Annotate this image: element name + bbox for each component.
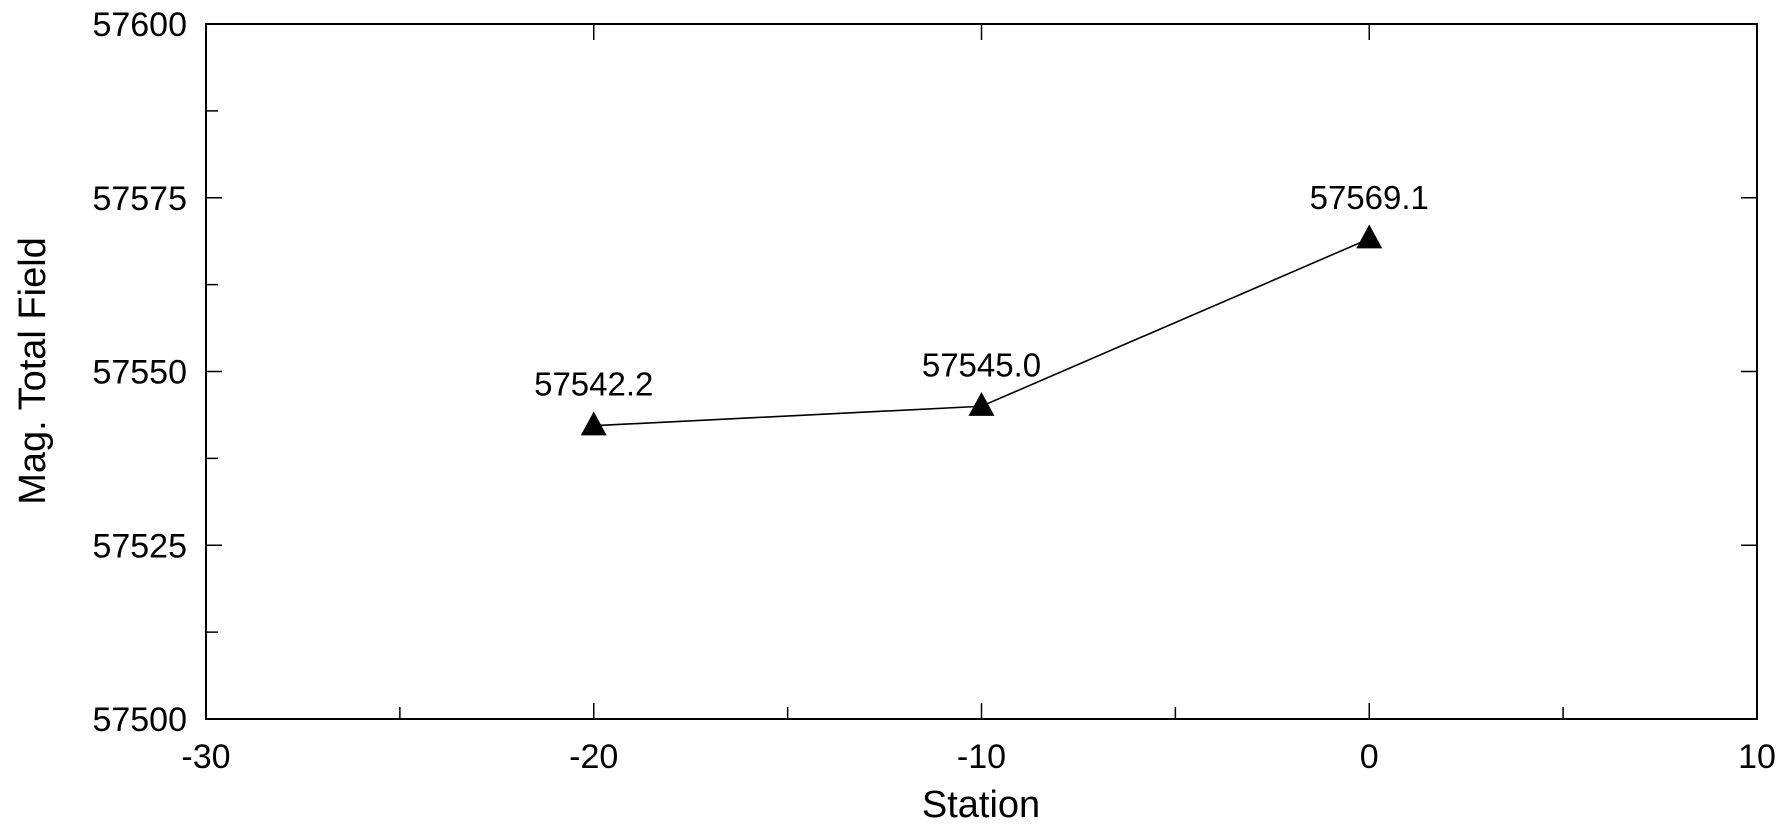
- x-tick-label: -30: [181, 738, 230, 776]
- triangle-marker: [968, 391, 995, 416]
- triangle-marker: [580, 411, 607, 436]
- y-axis-title: Mag. Total Field: [12, 237, 54, 505]
- y-tick-label: 57600: [92, 6, 187, 44]
- x-tick-label: -10: [957, 738, 1006, 776]
- x-axis-title: Station: [922, 784, 1040, 826]
- y-tick-label: 57525: [92, 527, 187, 565]
- y-tick-label: 57500: [92, 701, 187, 739]
- y-tick-label: 57550: [92, 354, 187, 392]
- x-tick-label: 0: [1360, 738, 1379, 776]
- triangle-marker: [1356, 224, 1383, 249]
- x-tick-label: 10: [1738, 738, 1776, 776]
- data-label: 57545.0: [922, 346, 1041, 383]
- axis-ticks: [205, 23, 1758, 720]
- y-tick-label: 57575: [92, 180, 187, 218]
- data-markers: [580, 224, 1383, 436]
- x-tick-label: -20: [569, 738, 618, 776]
- data-label: 57569.1: [1310, 179, 1429, 216]
- axis-tick-labels: -30 -20 -10 0 10 57500 57525 57550 57575 57600: [92, 6, 1775, 776]
- data-labels: 57542.2 57545.0 57569.1: [534, 179, 1429, 403]
- data-label: 57542.2: [534, 366, 653, 403]
